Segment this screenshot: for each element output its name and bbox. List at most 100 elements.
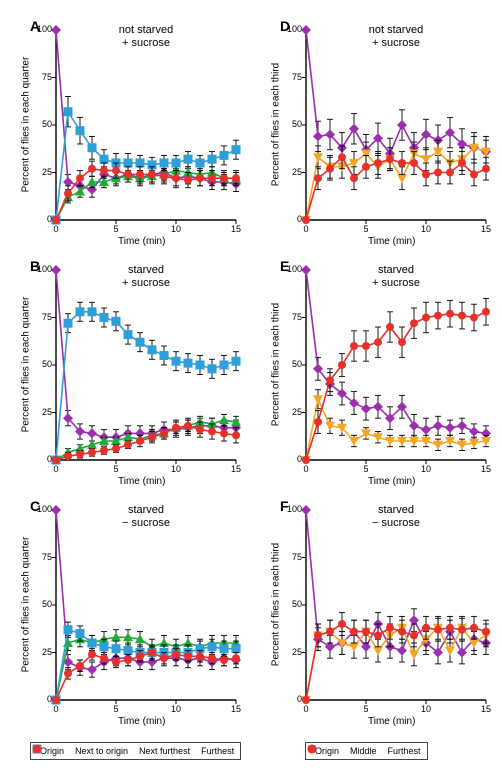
ytick-label: 25 [32,167,52,177]
marker-furthest [326,376,334,384]
legend-item-middle: Middle [347,746,377,756]
marker-furthest [112,167,120,175]
marker-furthest [196,426,204,434]
marker-origin [361,404,371,414]
marker-next_furthest [64,319,73,328]
xtick-label: 10 [168,224,184,234]
legend-item-furthest: Furthest [198,746,234,756]
marker-furthest [314,174,322,182]
marker-furthest [410,159,418,167]
legend: Origin Middle Furthest [305,742,428,760]
marker-furthest [100,654,108,662]
y-axis-label: Percent of flies in each third [271,275,282,455]
ytick-label: 100 [32,264,52,274]
legend: OriginNext to originNext furthestFurthes… [30,742,241,760]
marker-next_furthest [112,317,121,326]
marker-origin [313,131,323,141]
x-axis-label: Time (min) [368,716,415,727]
marker-furthest [374,338,382,346]
marker-furthest [148,649,156,657]
xtick-label: 10 [418,464,434,474]
marker-furthest [314,418,322,426]
marker-next_furthest [148,345,157,354]
panel-A: Anot starved + sucrose0255075100051015Ti… [56,30,236,220]
marker-next_furthest [160,351,169,360]
marker-next_furthest [184,155,193,164]
xtick-label: 5 [358,224,374,234]
marker-next_furthest [124,330,133,339]
marker-furthest [172,650,180,658]
marker-next_furthest [76,307,85,316]
marker-furthest [374,159,382,167]
xtick-label: 10 [168,704,184,714]
xtick-label: 5 [108,224,124,234]
marker-furthest [302,696,310,704]
marker-furthest [398,338,406,346]
marker-next_furthest [76,629,85,638]
ytick-label: 25 [282,647,302,657]
ytick-label: 0 [282,454,302,464]
marker-next_furthest [136,338,145,347]
legend-label: Origin [315,746,339,756]
marker-next_furthest [184,359,193,368]
marker-furthest [160,654,168,662]
ytick-label: 0 [282,694,302,704]
y-axis-label: Percent of flies in each third [271,515,282,695]
marker-furthest [160,172,168,180]
marker-origin [409,421,419,431]
ytick-label: 100 [282,504,302,514]
marker-middle [397,174,407,183]
marker-next_furthest [208,642,217,651]
legend-label: Next to origin [75,746,128,756]
xtick-label: 5 [358,704,374,714]
marker-furthest [410,319,418,327]
ytick-label: 75 [32,552,52,562]
marker-next_furthest [196,361,205,370]
marker-origin [349,124,359,134]
xtick-label: 5 [108,704,124,714]
xtick-label: 0 [48,464,64,474]
marker-next_furthest [232,644,241,653]
xtick-label: 0 [48,224,64,234]
marker-furthest [136,170,144,178]
panel-F: Fstarved − sucrose0255075100051015Time (… [306,510,486,700]
series-line-origin [56,270,236,437]
marker-furthest [314,631,322,639]
marker-furthest [338,153,346,161]
marker-furthest [386,155,394,163]
chart-svg-C [56,510,266,730]
xtick-label: 10 [168,464,184,474]
marker-furthest [398,159,406,167]
marker-next_furthest [64,107,73,116]
ytick-label: 100 [32,504,52,514]
series-line-origin [56,30,236,190]
marker-furthest [470,314,478,322]
marker-origin [445,423,455,433]
y-axis-label: Percent of flies in each quarter [21,515,32,695]
marker-origin [301,505,311,515]
marker-middle [373,647,383,656]
marker-middle [349,643,359,652]
marker-furthest [446,169,454,177]
marker-furthest [232,654,240,662]
marker-next_furthest [220,151,229,160]
xtick-label: 0 [298,224,314,234]
marker-furthest [446,310,454,318]
x-axis-label: Time (min) [368,236,415,247]
marker-furthest [398,628,406,636]
marker-next_furthest [160,159,169,168]
xtick-label: 0 [48,704,64,714]
marker-furthest [470,624,478,632]
chart-svg-F [306,510,502,730]
marker-furthest [410,631,418,639]
ytick-label: 75 [282,72,302,82]
marker-furthest [458,312,466,320]
marker-next_furthest [124,646,133,655]
legend-label: Furthest [388,746,421,756]
marker-furthest [52,216,60,224]
marker-furthest [64,189,72,197]
marker-furthest [482,308,490,316]
marker-furthest [52,456,60,464]
xtick-label: 10 [418,224,434,234]
marker-furthest [148,433,156,441]
